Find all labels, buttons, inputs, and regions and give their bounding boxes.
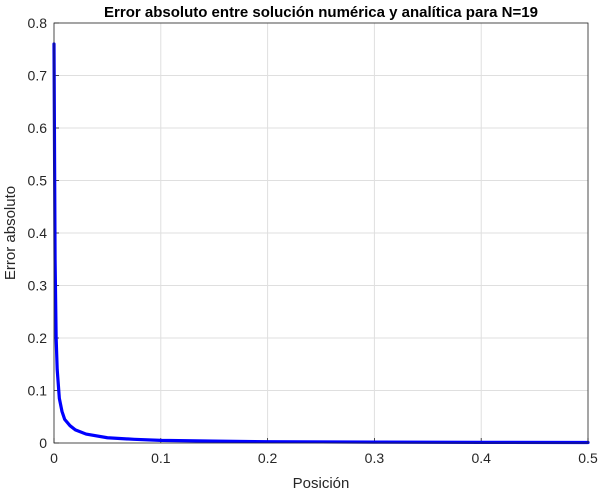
x-tick-label: 0.1: [151, 450, 171, 466]
y-tick-label: 0.2: [28, 330, 48, 346]
x-tick-label: 0.5: [578, 450, 598, 466]
x-tick-labels: 0 0.1 0.2 0.3 0.4 0.5: [50, 450, 598, 466]
x-tick-label: 0.4: [471, 450, 491, 466]
y-tick-label: 0.4: [28, 225, 48, 241]
y-tick-labels: 0 0.1 0.2 0.3 0.4 0.5 0.6 0.7 0.8: [28, 15, 48, 451]
y-tick-label: 0.3: [28, 278, 48, 294]
y-tick-label: 0: [39, 435, 47, 451]
chart-title: Error absoluto entre solución numérica y…: [104, 4, 538, 21]
y-axis-label: Error absoluto: [2, 186, 19, 280]
error-line: [52, 42, 590, 445]
x-axis-label: Posición: [293, 475, 350, 492]
y-tick-label: 0.8: [28, 15, 48, 31]
x-tick-label: 0: [50, 450, 58, 466]
series-layer: [52, 42, 590, 445]
y-tick-label: 0.6: [28, 120, 48, 136]
y-tick-label: 0.7: [28, 68, 48, 84]
x-tick-label: 0.3: [365, 450, 385, 466]
y-tick-label: 0.1: [28, 383, 48, 399]
x-tick-label: 0.2: [258, 450, 278, 466]
plot-frame: [53, 22, 589, 444]
y-tick-label: 0.5: [28, 173, 48, 189]
